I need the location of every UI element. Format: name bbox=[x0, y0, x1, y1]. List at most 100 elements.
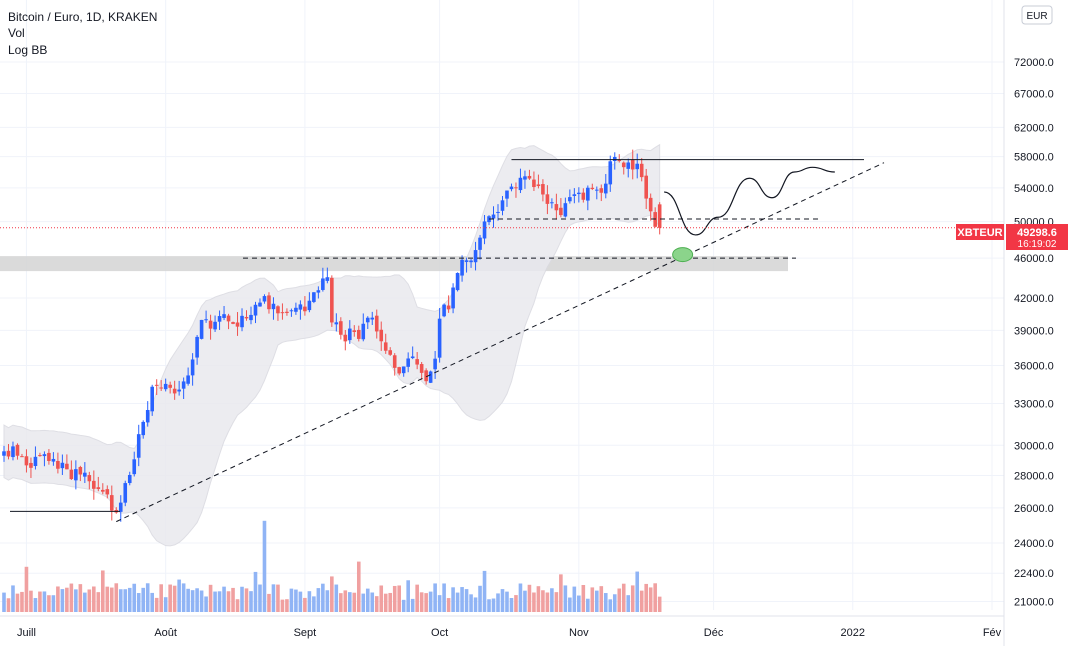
candle-body bbox=[38, 455, 42, 457]
volume-bar bbox=[554, 592, 559, 612]
volume-bar bbox=[92, 586, 96, 612]
volume-bar bbox=[127, 587, 132, 612]
volume-bar bbox=[253, 571, 258, 612]
candle-body bbox=[6, 450, 11, 457]
candles bbox=[2, 149, 662, 522]
volume-bar bbox=[424, 593, 428, 612]
volume-bar bbox=[101, 570, 105, 612]
volume-bar bbox=[231, 587, 235, 612]
candle-body bbox=[644, 175, 648, 199]
candle-body bbox=[231, 322, 235, 324]
volume-bar bbox=[168, 584, 172, 612]
volume-bar bbox=[469, 594, 473, 612]
candle-body bbox=[307, 300, 312, 311]
volume-bar bbox=[280, 599, 285, 612]
volume-bar bbox=[186, 588, 190, 612]
volume-bar bbox=[240, 586, 244, 612]
candle-body bbox=[635, 163, 640, 170]
price-tick-label: 58000.0 bbox=[1014, 152, 1054, 164]
volume-bar bbox=[141, 587, 146, 612]
candle-body bbox=[473, 250, 478, 263]
volume-bar bbox=[581, 585, 586, 612]
volume-bar bbox=[374, 596, 379, 612]
volume-bar bbox=[644, 583, 648, 612]
volume-bar bbox=[568, 597, 572, 612]
candle-body bbox=[590, 187, 595, 189]
time-tick-label: Juill bbox=[17, 627, 36, 639]
candle-body bbox=[235, 322, 240, 327]
volume-bar bbox=[383, 593, 388, 612]
candle-body bbox=[356, 329, 361, 339]
drawings bbox=[0, 159, 1004, 523]
volume-bar bbox=[577, 595, 581, 612]
volume-bar bbox=[316, 588, 321, 612]
volume-bar bbox=[20, 591, 24, 612]
volume-bar bbox=[118, 589, 123, 612]
price-tick-label: 42000.0 bbox=[1014, 293, 1054, 305]
volume-bar bbox=[509, 598, 514, 612]
volume-bar bbox=[11, 585, 15, 612]
volume-bar bbox=[213, 591, 217, 612]
volume-bar bbox=[590, 587, 595, 612]
candle-body bbox=[518, 177, 523, 191]
volume-bar bbox=[204, 596, 208, 612]
candle-body bbox=[123, 483, 128, 503]
candle-body bbox=[118, 502, 123, 512]
volume-bar bbox=[78, 584, 83, 612]
volume-bar bbox=[303, 597, 307, 612]
price-tick-label: 46000.0 bbox=[1014, 253, 1054, 265]
candle-body bbox=[159, 387, 163, 389]
legend-bb: Log BB bbox=[8, 43, 47, 57]
price-tag-price: 49298.6 bbox=[1017, 227, 1057, 239]
currency-badge[interactable]: EUR bbox=[1021, 5, 1053, 25]
candle-body bbox=[370, 317, 375, 320]
price-tick-label: 62000.0 bbox=[1014, 122, 1054, 134]
candle-body bbox=[42, 454, 47, 457]
candle-body bbox=[352, 330, 357, 333]
candle-body bbox=[316, 290, 321, 293]
volume-bar bbox=[500, 589, 505, 612]
candle-body bbox=[505, 190, 509, 199]
candle-body bbox=[568, 197, 572, 202]
volume-bar bbox=[491, 598, 496, 612]
candle-body bbox=[163, 383, 168, 390]
candle-body bbox=[392, 355, 397, 368]
candle-body bbox=[258, 302, 262, 307]
candle-body bbox=[56, 460, 60, 469]
candle-body bbox=[491, 214, 496, 219]
candle-body bbox=[334, 322, 339, 325]
candle-body bbox=[464, 260, 469, 262]
candle-body bbox=[406, 358, 410, 367]
volume-bar bbox=[635, 571, 640, 612]
volume-bar bbox=[446, 598, 451, 612]
volume-bar bbox=[222, 586, 226, 612]
volume-bar bbox=[392, 585, 397, 612]
volume-bar bbox=[397, 585, 401, 612]
volume-bar bbox=[325, 590, 330, 612]
candle-body bbox=[509, 186, 514, 190]
volume-bar bbox=[648, 587, 653, 612]
candle-body bbox=[321, 278, 325, 290]
volume-bar bbox=[244, 588, 249, 612]
candle-body bbox=[545, 194, 550, 204]
volume-bar bbox=[150, 592, 154, 612]
volume-bar bbox=[226, 591, 231, 612]
volume-bar bbox=[181, 583, 186, 612]
candle-body bbox=[586, 187, 590, 201]
time-axis: Juill Août Sept Oct Nov Déc 2022 Fév bbox=[0, 615, 1004, 639]
candle-body bbox=[639, 163, 644, 178]
candle-body bbox=[383, 342, 388, 351]
price-tag: XBTEUR 49298.6 16:19:02 bbox=[956, 224, 1068, 250]
time-tick-label: Août bbox=[154, 627, 177, 639]
volume-bar bbox=[276, 584, 280, 612]
volume-bar bbox=[460, 587, 464, 612]
candle-body bbox=[294, 307, 298, 312]
volume-bar bbox=[136, 593, 141, 612]
volume-bar bbox=[455, 592, 460, 612]
candle-body bbox=[141, 421, 146, 436]
candle-body bbox=[11, 446, 15, 458]
candle-body bbox=[397, 367, 401, 374]
price-tick-label: 28000.0 bbox=[1014, 470, 1054, 482]
price-tick-label: 54000.0 bbox=[1014, 183, 1054, 195]
